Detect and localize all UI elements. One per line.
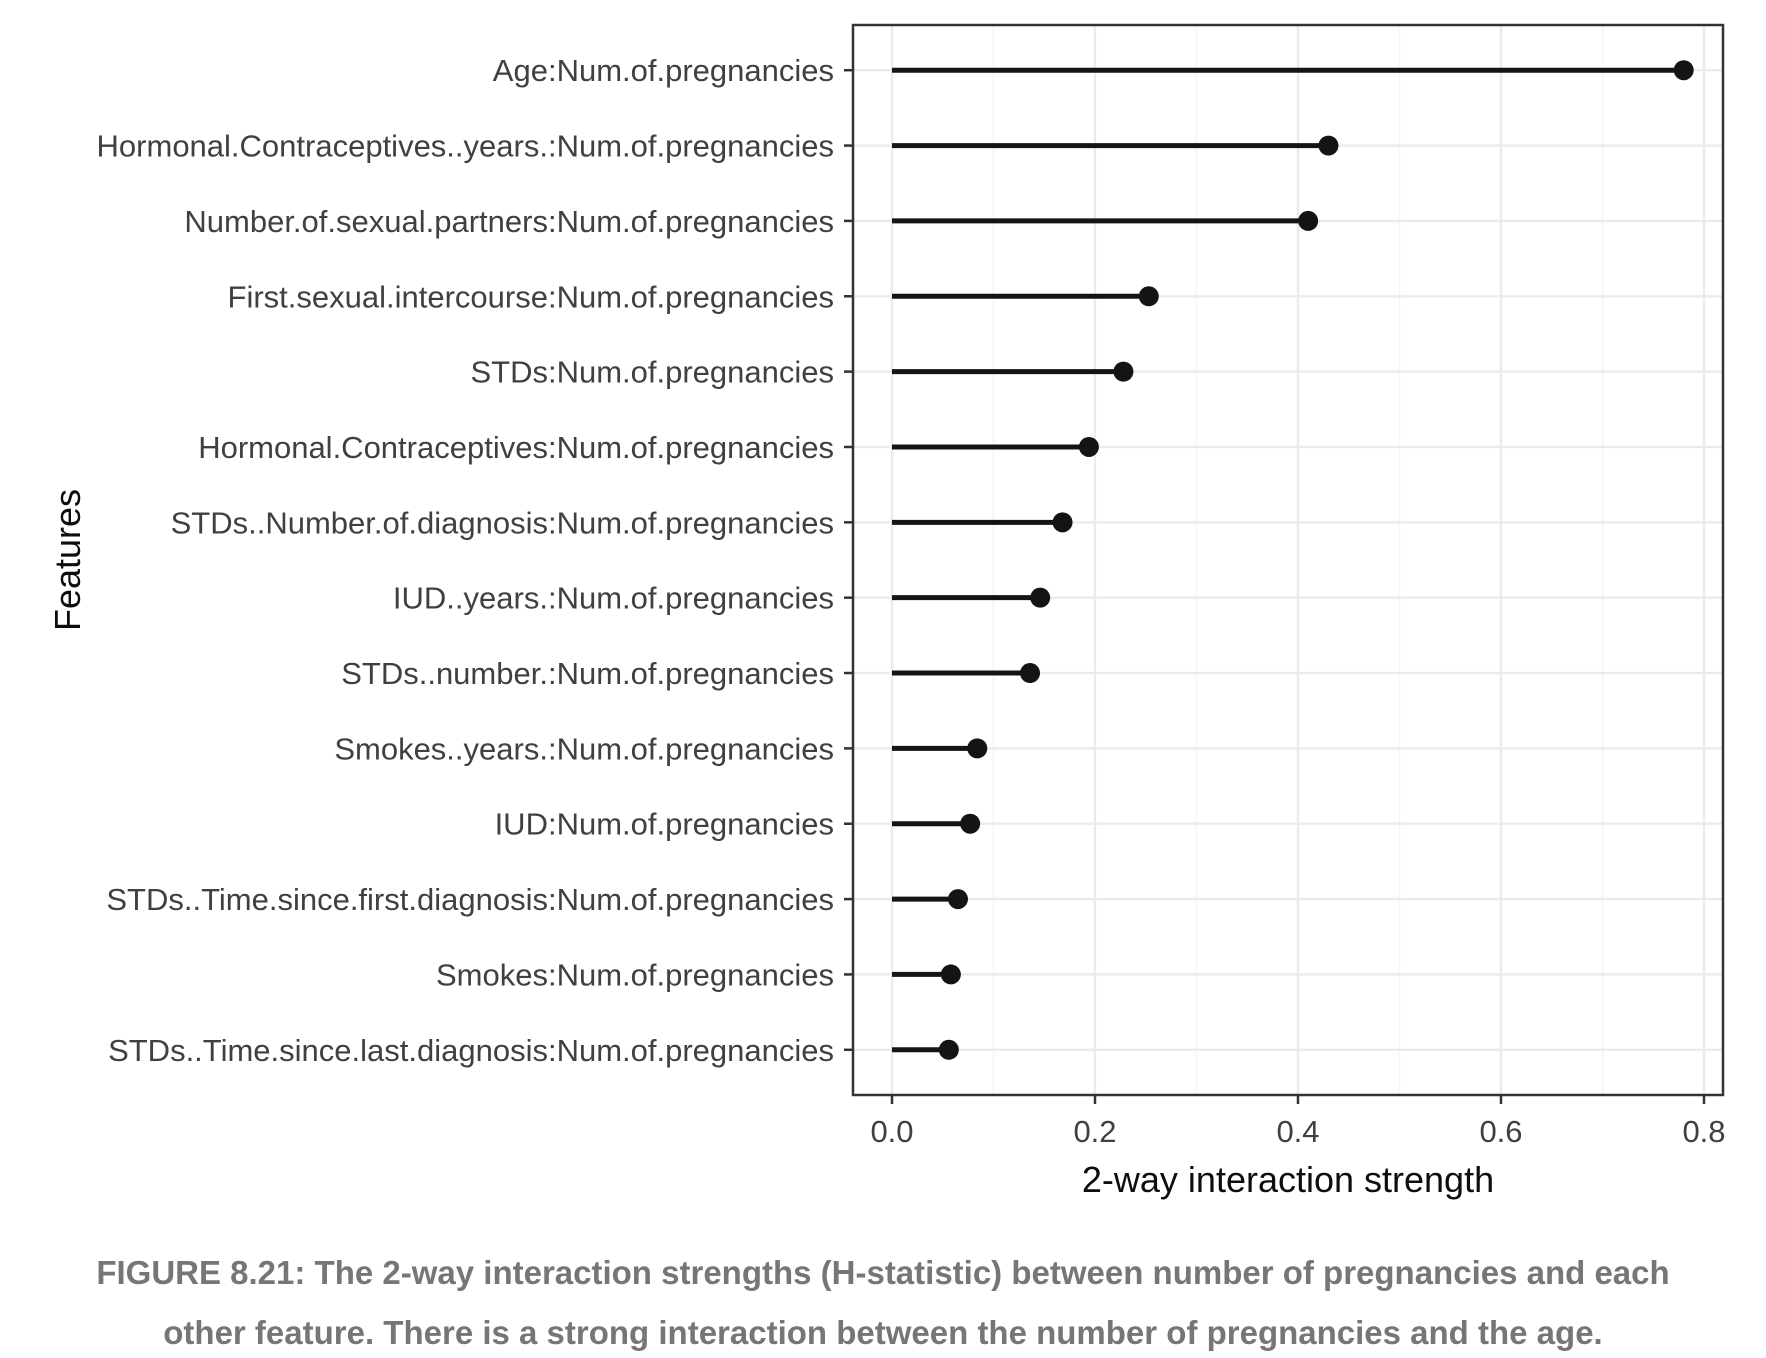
lollipop-dot [1020, 663, 1041, 684]
lollipop-dot [1052, 512, 1073, 533]
lollipop-dot [1030, 587, 1051, 608]
lollipop-dot [967, 738, 988, 759]
x-tick-label: 0.8 [1682, 1114, 1725, 1149]
plot-panel [853, 25, 1723, 1095]
x-axis-title: 2-way interaction strength [1082, 1159, 1494, 1200]
figure-caption-line-1: FIGURE 8.21: The 2-way interaction stren… [96, 1254, 1670, 1291]
lollipop-dot [940, 964, 961, 985]
y-tick-label: Age:Num.of.pregnancies [493, 53, 834, 88]
y-tick-label: STDs:Num.of.pregnancies [470, 355, 834, 390]
y-tick-label: STDs..number.:Num.of.pregnancies [341, 656, 834, 691]
y-tick-label: Smokes..years.:Num.of.pregnancies [334, 731, 834, 766]
panel-border [851, 23, 1725, 1097]
figure-caption: FIGURE 8.21: The 2-way interaction stren… [0, 1243, 1766, 1358]
lollipop-dot [1673, 60, 1694, 81]
lollipop-dot [947, 889, 968, 910]
x-tick-label: 0.6 [1479, 1114, 1522, 1149]
x-tick-label: 0.0 [870, 1114, 913, 1149]
y-tick-label: STDs..Number.of.diagnosis:Num.of.pregnan… [171, 505, 834, 540]
y-tick-label: STDs..Time.since.last.diagnosis:Num.of.p… [108, 1033, 834, 1068]
x-tick-label: 0.4 [1276, 1114, 1319, 1149]
y-tick-label: IUD:Num.of.pregnancies [495, 807, 834, 842]
y-tick-label: Hormonal.Contraceptives..years.:Num.of.p… [97, 129, 834, 164]
y-tick-label: First.sexual.intercourse:Num.of.pregnanc… [228, 279, 834, 314]
lollipop-chart: Age:Num.of.pregnancies Hormonal.Contracep… [47, 23, 1726, 1200]
lollipop-dot [1078, 436, 1099, 457]
lollipop-dot [1318, 135, 1339, 156]
figure-caption-line-2: other feature. There is a strong interac… [163, 1314, 1603, 1351]
y-tick-label: Hormonal.Contraceptives:Num.of.pregnanci… [198, 430, 834, 465]
y-tick-label: Number.of.sexual.partners:Num.of.pregnan… [184, 204, 834, 239]
lollipop-dot [1113, 361, 1134, 382]
y-tick-label: Smokes:Num.of.pregnancies [436, 957, 834, 992]
lollipop-dot [1298, 210, 1319, 231]
y-tick-label: IUD..years.:Num.of.pregnancies [393, 581, 834, 616]
y-tick-label: STDs..Time.since.first.diagnosis:Num.of.… [106, 882, 834, 917]
x-tick-label: 0.2 [1073, 1114, 1116, 1149]
lollipop-dot [960, 813, 981, 834]
lollipop-dot [938, 1039, 959, 1060]
lollipop-dot [1138, 286, 1159, 307]
y-axis-title: Features [47, 489, 88, 631]
